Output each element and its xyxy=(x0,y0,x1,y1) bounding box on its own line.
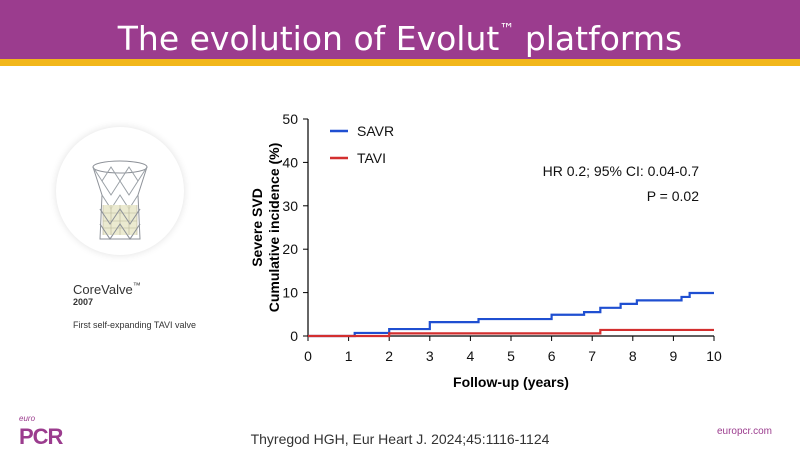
y-tick-label: 0 xyxy=(290,328,298,344)
y-axis-label-line1: Severe SVD xyxy=(249,188,265,267)
product-name: CoreValve™ xyxy=(73,281,141,297)
valve-icon xyxy=(92,160,148,240)
y-tick-label: 40 xyxy=(282,154,298,170)
x-axis-label: Follow-up (years) xyxy=(453,374,569,390)
x-tick-label: 5 xyxy=(507,348,515,364)
series-line-tavi xyxy=(308,328,714,338)
x-tick-label: 2 xyxy=(385,348,393,364)
x-tick-label: 7 xyxy=(588,348,596,364)
y-tick-label: 30 xyxy=(282,198,298,214)
website-link[interactable]: europcr.com xyxy=(716,426,772,437)
series-line-savr xyxy=(308,291,714,338)
logo-pcr-text: PCR xyxy=(19,424,63,449)
x-tick-label: 4 xyxy=(467,348,475,364)
title-banner xyxy=(0,0,800,59)
y-tick-label: 50 xyxy=(282,111,298,127)
legend-label-savr: SAVR xyxy=(357,123,394,139)
product-name-text: CoreValve xyxy=(73,282,133,297)
page-title: The evolution of Evolut™ platforms xyxy=(0,0,800,59)
y-tick-label: 10 xyxy=(282,285,298,301)
x-tick-label: 8 xyxy=(629,348,637,364)
annotation-2: P = 0.02 xyxy=(647,188,700,204)
product-trademark: ™ xyxy=(132,281,141,290)
logo-euro-text: euro xyxy=(19,414,36,423)
annotation-1: HR 0.2; 95% CI: 0.04-0.7 xyxy=(543,163,700,179)
x-tick-label: 3 xyxy=(426,348,434,364)
valve-image xyxy=(56,127,184,255)
x-tick-label: 6 xyxy=(548,348,556,364)
legend-label-tavi: TAVI xyxy=(357,150,386,166)
europcr-logo: euro PCR xyxy=(19,414,79,449)
product-year: 2007 xyxy=(73,297,94,307)
title-text: The evolution of Evolut xyxy=(117,19,500,58)
x-tick-label: 10 xyxy=(706,348,722,364)
y-axis-label-line2: Cumulative incidence (%) xyxy=(266,143,282,313)
title-text-end: platforms xyxy=(514,19,683,58)
x-tick-label: 0 xyxy=(304,348,312,364)
product-description: First self-expanding TAVI valve xyxy=(73,320,197,330)
citation: Thyregod HGH, Eur Heart J. 2024;45:1116-… xyxy=(250,431,550,447)
trademark-symbol: ™ xyxy=(499,20,515,38)
y-tick-label: 20 xyxy=(282,241,298,257)
x-tick-label: 1 xyxy=(345,348,353,364)
gold-divider xyxy=(0,59,800,66)
incidence-chart: 0 10 20 30 40 50 0 1 2 3 4 5 6 7 8 9 10 Follow-up (years)… xyxy=(249,111,722,390)
x-tick-label: 9 xyxy=(670,348,678,364)
